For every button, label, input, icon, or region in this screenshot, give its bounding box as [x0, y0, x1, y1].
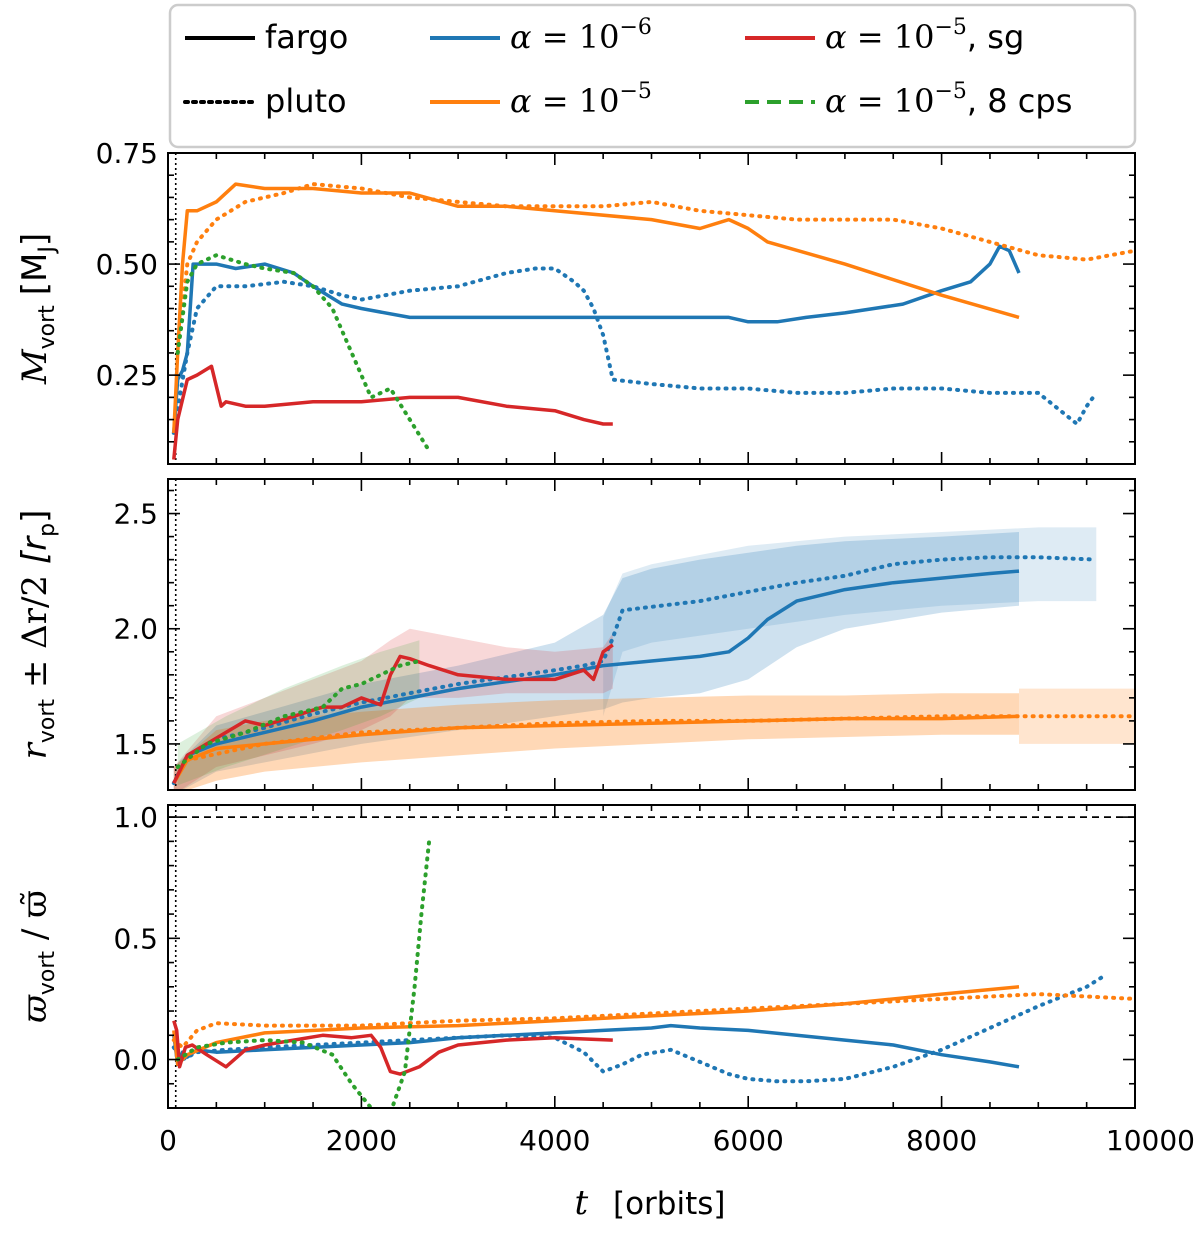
- legend: fargo pluto α = 10−6 α = 10−5 α = 10−5, sg α …: [168, 3, 1137, 149]
- legend-label-sg: α = 10−5, sg: [825, 15, 1024, 56]
- ytick-label-vorticity-0: 0.0: [113, 1044, 158, 1077]
- legend-entry-cps: α = 10−5, 8 cps: [745, 79, 1072, 120]
- series-radius-0: [172, 569, 1020, 784]
- panel-vorticity: 0.0 0.5 1.0 ϖvort / ϖ̃ 0 2000 4000 6000 8000 1000…: [15, 801, 1195, 1157]
- xtick-label-1: 2000: [326, 1124, 397, 1157]
- xtick-label-0: 0: [159, 1124, 177, 1157]
- xtick-labels: 0 2000 4000 6000 8000 10000: [159, 1124, 1195, 1157]
- series-radius-4: [172, 643, 614, 784]
- series-vorticity: [171, 839, 1135, 1108]
- ytick-label-radius-2: 2.5: [113, 498, 158, 531]
- series-mass-5: [175, 253, 432, 453]
- ytick-label-mass-0: 0.25: [96, 359, 158, 392]
- legend-label-fargo: fargo: [265, 18, 348, 56]
- xtick-label-3: 6000: [713, 1124, 784, 1157]
- legend-entry-a6: α = 10−6: [430, 15, 652, 56]
- y-axis-label-mass: Mvort[MJ]: [15, 233, 60, 385]
- y-axis-label-vorticity: ϖvort / ϖ̃: [15, 890, 60, 1023]
- series-vorticity-5: [175, 839, 432, 1108]
- series-radius: [171, 555, 1135, 786]
- x-axis-label-text: t [orbits]: [575, 1183, 726, 1223]
- y-axis-label-radius: rvort ± Δr/2 [rp]: [15, 510, 60, 760]
- series-mass-3: [175, 182, 1135, 355]
- legend-entry-sg: α = 10−5, sg: [745, 15, 1024, 56]
- ytick-label-vorticity-2: 1.0: [113, 801, 158, 834]
- ytick-label-mass-2: 0.75: [96, 137, 158, 170]
- series-mass-1: [171, 266, 1099, 435]
- ytick-label-radius-0: 1.5: [113, 728, 158, 761]
- band-radius-2: [173, 693, 1019, 790]
- yticks-vorticity: 0.0 0.5 1.0: [113, 801, 1135, 1109]
- legend-entry-pluto: pluto: [183, 82, 347, 120]
- xticks-radius: [167, 479, 1136, 790]
- series-vorticity-4: [172, 1020, 613, 1076]
- yticks-radius: 1.5 2.0 2.5: [113, 489, 1135, 791]
- series-mass: [171, 182, 1135, 460]
- series-radius-3: [185, 714, 1135, 763]
- ytick-label-mass-1: 0.50: [96, 248, 158, 281]
- panel-mass: 0.25 0.50 0.75 Mvort[MJ]: [15, 137, 1136, 465]
- legend-label-a6: α = 10−6: [510, 15, 652, 56]
- bands-radius: [173, 527, 1135, 790]
- x-axis-unit: [orbits]: [613, 1186, 726, 1222]
- legend-label-pluto: pluto: [265, 82, 347, 120]
- series-radius-5: [175, 659, 422, 769]
- band-radius-0: [173, 532, 1019, 790]
- legend-entry-fargo: fargo: [185, 18, 348, 56]
- x-axis-var: t: [575, 1183, 589, 1223]
- yticks-mass: 0.25 0.50 0.75: [96, 137, 1135, 465]
- legend-label-cps: α = 10−5, 8 cps: [825, 79, 1072, 120]
- series-mass-0: [172, 244, 1021, 434]
- xticks-vorticity: [167, 805, 1136, 1108]
- ytick-label-radius-1: 2.0: [113, 613, 158, 646]
- series-vorticity-1: [171, 972, 1108, 1084]
- xticks-mass: [167, 153, 1136, 464]
- legend-frame: [168, 3, 1137, 149]
- series-mass-2: [172, 182, 1020, 433]
- xtick-label-4: 8000: [906, 1124, 977, 1157]
- xtick-label-5: 10000: [1106, 1124, 1195, 1157]
- series-mass-4: [172, 364, 613, 460]
- band-radius-3: [1019, 688, 1135, 744]
- band-radius-4: [173, 628, 613, 790]
- xtick-label-2: 4000: [519, 1124, 590, 1157]
- panel-radius: 1.5 2.0 2.5 rvort ± Δr/2 [rp]: [15, 478, 1136, 791]
- ytick-label-vorticity-1: 0.5: [113, 922, 158, 955]
- series-vorticity-3: [171, 992, 1135, 1050]
- x-axis-label: t [orbits]: [575, 1183, 726, 1223]
- legend-label-a5: α = 10−5: [510, 79, 652, 120]
- legend-entry-a5: α = 10−5: [430, 79, 652, 120]
